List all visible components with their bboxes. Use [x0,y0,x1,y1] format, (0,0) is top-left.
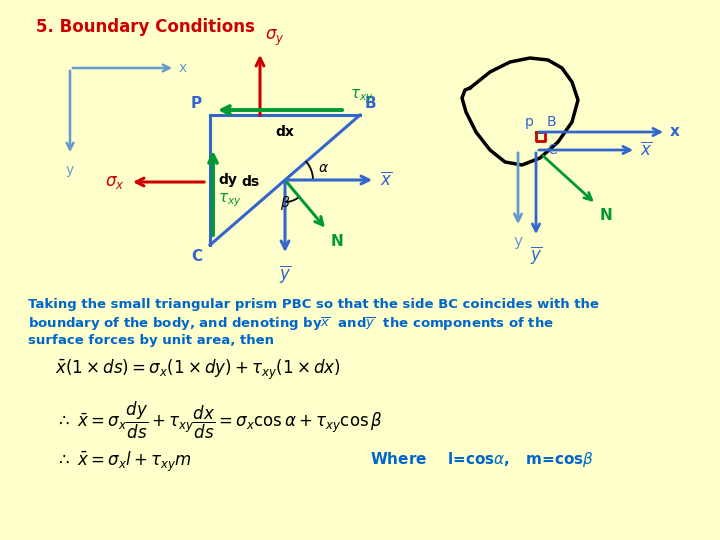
Text: $\tau_{xy}$: $\tau_{xy}$ [218,191,242,209]
Text: $\sigma_y$: $\sigma_y$ [265,28,284,48]
Text: $\sigma_x$: $\sigma_x$ [105,173,125,191]
Text: $\tau_{xy}$: $\tau_{xy}$ [350,87,374,105]
Text: $\overline{y}$: $\overline{y}$ [279,263,291,285]
Text: $\overline{x}$: $\overline{x}$ [380,171,392,189]
Text: x: x [179,61,187,75]
Text: C: C [547,143,557,157]
Text: B: B [365,96,377,111]
Text: x: x [670,125,680,139]
Text: dy: dy [218,173,237,187]
Text: p: p [525,115,534,129]
Text: surface forces by unit area, then: surface forces by unit area, then [28,334,274,347]
Text: N: N [330,234,343,249]
Text: boundary of the body, and denoting by$\overline{x}$  and$\overline{y}$  the comp: boundary of the body, and denoting by$\o… [28,316,554,333]
Text: $\bar{x}\left(1\times ds\right)=\sigma_x\left(1\times dy\right)+\tau_{xy}\left(1: $\bar{x}\left(1\times ds\right)=\sigma_x… [55,358,341,382]
Text: $\therefore\ \bar{x}=\sigma_x\dfrac{dy}{ds}+\tau_{xy}\dfrac{dx}{ds}=\sigma_x\cos: $\therefore\ \bar{x}=\sigma_x\dfrac{dy}{… [55,400,383,441]
Text: P: P [191,96,202,111]
Text: C: C [191,249,202,264]
Text: y: y [66,163,74,177]
Text: y: y [513,234,523,249]
Text: Where    l=cos$\alpha$,   m=cos$\beta$: Where l=cos$\alpha$, m=cos$\beta$ [370,450,594,469]
Text: ds: ds [242,175,260,189]
Text: $\beta$: $\beta$ [280,194,290,212]
Text: Taking the small triangular prism PBC so that the side BC coincides with the: Taking the small triangular prism PBC so… [28,298,599,311]
Text: $\overline{y}$: $\overline{y}$ [530,244,542,266]
Text: B: B [547,115,557,129]
Text: $\alpha$: $\alpha$ [318,161,329,175]
Text: dx: dx [276,125,294,139]
Text: N: N [600,208,613,223]
Text: 5. Boundary Conditions: 5. Boundary Conditions [36,18,255,36]
Text: $\therefore\ \bar{x}=\sigma_x l+\tau_{xy}m$: $\therefore\ \bar{x}=\sigma_x l+\tau_{xy… [55,450,192,474]
Text: $\overline{x}$: $\overline{x}$ [640,141,652,159]
